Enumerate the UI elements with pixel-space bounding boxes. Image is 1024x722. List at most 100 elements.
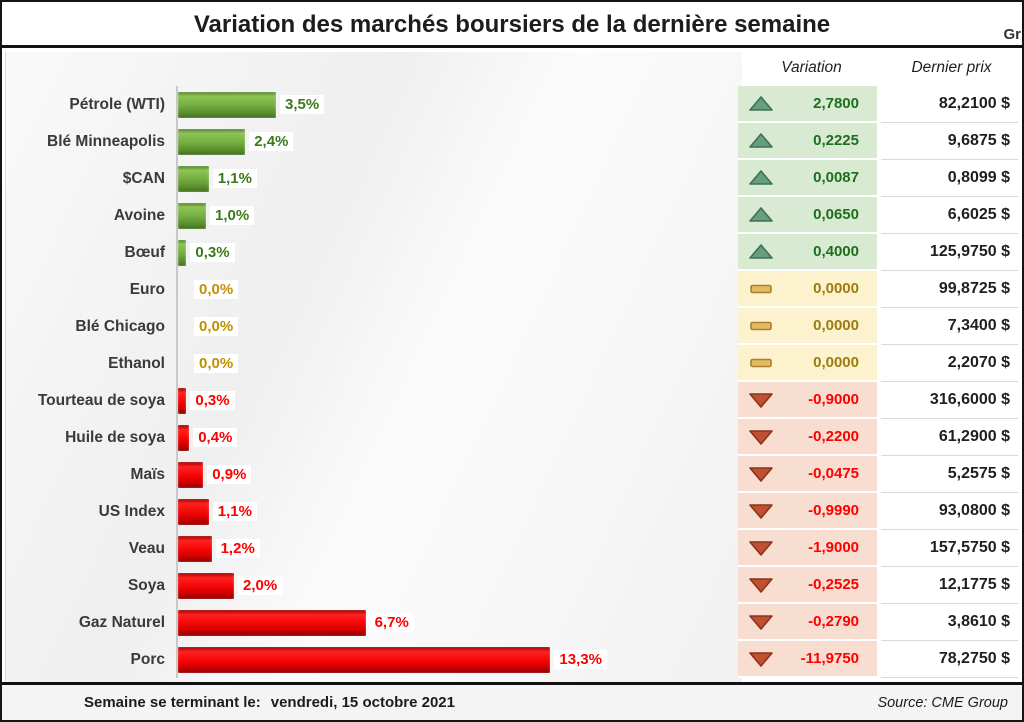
category-label: Veau	[128, 539, 165, 557]
variation-value: 2,7800	[813, 95, 859, 112]
up-triangle-icon	[749, 95, 773, 111]
up-triangle-icon	[749, 132, 773, 148]
category-label: Maïs	[130, 465, 165, 483]
last-price-cell: 125,9750 $	[881, 234, 1018, 271]
bar-zone: 1,1%	[176, 160, 738, 197]
last-price-cell: 9,6875 $	[881, 123, 1018, 160]
value-bar	[178, 202, 206, 229]
variation-value: -0,2200	[808, 428, 859, 445]
bar-value-label: 0,9%	[207, 465, 252, 484]
table-row: Huile de soya 0,4% -0,2200 61,2900 $	[2, 419, 1018, 456]
bar-zone: 0,0%	[176, 345, 738, 382]
bar-value-label: 2,4%	[249, 132, 294, 151]
table-row: Pétrole (WTI) 3,5% 2,7800 82,2100 $	[2, 86, 1018, 123]
category-label: $CAN	[122, 169, 165, 187]
variation-cell: -1,9000	[738, 530, 877, 567]
bar-zone: 0,3%	[176, 382, 738, 419]
variation-value: 0,4000	[813, 243, 859, 260]
bar-value-label: 2,0%	[238, 576, 283, 595]
bar-zone: 1,2%	[176, 530, 738, 567]
variation-value: -0,2790	[808, 613, 859, 630]
variation-value: 0,0087	[813, 169, 859, 186]
bar-value-label: 0,3%	[190, 243, 235, 262]
value-bar	[178, 609, 366, 636]
value-bar	[178, 646, 551, 673]
value-bar	[178, 424, 190, 451]
variation-cell: -0,2525	[738, 567, 877, 604]
table-row: Gaz Naturel 6,7% -0,2790 3,8610 $	[2, 604, 1018, 641]
variation-cell: -0,2790	[738, 604, 877, 641]
variation-value: 0,0000	[813, 280, 859, 297]
variation-cell: 0,0000	[738, 271, 877, 308]
bar-zone: 2,0%	[176, 567, 738, 604]
bar-value-label: 0,0%	[194, 280, 239, 299]
value-bar	[178, 387, 187, 414]
footer: Semaine se terminant le: vendredi, 15 oct…	[2, 685, 1022, 720]
variation-cell: 2,7800	[738, 86, 877, 123]
value-bar	[178, 165, 209, 192]
table-row: Blé Chicago 0,0% 0,0000 7,3400 $	[2, 308, 1018, 345]
variation-cell: 0,0087	[738, 160, 877, 197]
variation-cell: -11,9750	[738, 641, 877, 678]
category-label: Bœuf	[124, 243, 165, 261]
variation-cell: 0,2225	[738, 123, 877, 160]
bar-zone: 13,3%	[176, 641, 738, 678]
source-label: Source: CME Group	[877, 694, 1008, 711]
variation-value: -11,9750	[800, 650, 859, 667]
down-triangle-icon	[749, 429, 773, 445]
category-label: Tourteau de soya	[37, 391, 165, 409]
bar-zone: 1,0%	[176, 197, 738, 234]
week-ending-date: vendredi, 15 octobre 2021	[270, 694, 455, 711]
down-triangle-icon	[749, 614, 773, 630]
down-triangle-icon	[749, 540, 773, 556]
category-label: Avoine	[113, 206, 165, 224]
bar-zone: 0,4%	[176, 419, 738, 456]
bar-zone: 3,5%	[176, 86, 738, 123]
bar-value-label: 0,0%	[194, 317, 239, 336]
last-price-cell: 0,8099 $	[881, 160, 1018, 197]
bar-zone: 2,4%	[176, 123, 738, 160]
variation-value: -1,9000	[808, 539, 859, 556]
variation-value: 0,2225	[813, 132, 859, 149]
flat-dash-icon	[750, 358, 772, 367]
last-price-cell: 99,8725 $	[881, 271, 1018, 308]
corner-label: Gr	[1003, 26, 1021, 43]
bar-zone: 0,0%	[176, 271, 738, 308]
variation-value: 0,0000	[813, 317, 859, 334]
value-bar	[178, 239, 187, 266]
category-label: US Index	[98, 502, 165, 520]
chart-plot-area	[5, 52, 742, 682]
up-triangle-icon	[749, 169, 773, 185]
last-price-cell: 316,6000 $	[881, 382, 1018, 419]
down-triangle-icon	[749, 651, 773, 667]
bar-zone: 0,9%	[176, 456, 738, 493]
up-triangle-icon	[749, 243, 773, 259]
last-price-cell: 61,2900 $	[881, 419, 1018, 456]
variation-cell: 0,0000	[738, 308, 877, 345]
variation-cell: -0,0475	[738, 456, 877, 493]
table-row: Porc 13,3% -11,9750 78,2750 $	[2, 641, 1018, 678]
last-price-cell: 7,3400 $	[881, 308, 1018, 345]
footer-divider	[2, 682, 1022, 685]
bar-zone: 0,0%	[176, 308, 738, 345]
column-header-variation: Variation	[781, 59, 842, 76]
bar-value-label: 0,0%	[194, 354, 239, 373]
last-price-cell: 82,2100 $	[881, 86, 1018, 123]
category-label: Pétrole (WTI)	[69, 95, 165, 113]
bar-zone: 1,1%	[176, 493, 738, 530]
category-label: Soya	[127, 576, 165, 594]
value-bar	[178, 535, 212, 562]
variation-value: -0,9000	[808, 391, 859, 408]
category-label: Euro	[129, 280, 165, 298]
down-triangle-icon	[749, 577, 773, 593]
bar-value-label: 1,1%	[212, 169, 257, 188]
category-label: Huile de soya	[65, 428, 165, 446]
week-ending-label: Semaine se terminant le:	[84, 694, 261, 711]
last-price-cell: 93,0800 $	[881, 493, 1018, 530]
bar-value-label: 0,4%	[193, 428, 238, 447]
variation-value: -0,0475	[808, 465, 859, 482]
bar-value-label: 6,7%	[369, 613, 414, 632]
table-row: Blé Minneapolis 2,4% 0,2225 9,6875 $	[2, 123, 1018, 160]
table-row: Soya 2,0% -0,2525 12,1775 $	[2, 567, 1018, 604]
category-label: Blé Chicago	[75, 317, 165, 335]
